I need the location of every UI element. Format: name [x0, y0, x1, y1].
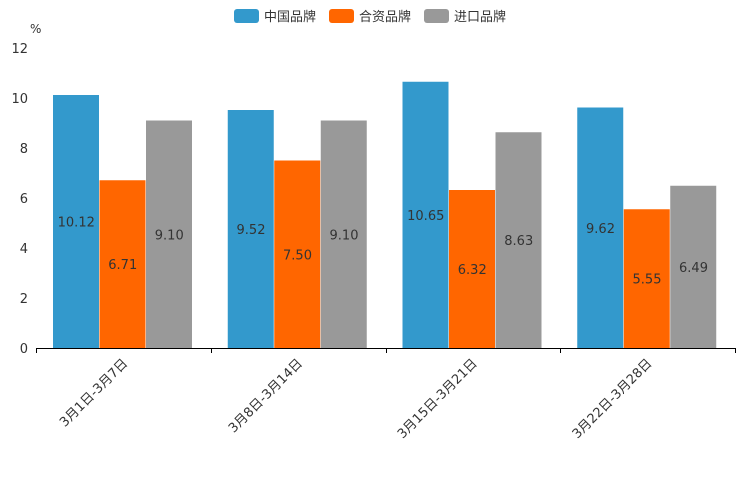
bar	[449, 190, 495, 348]
data-label: 9.10	[330, 228, 359, 243]
x-category-label: 3月15日-3月21日	[395, 356, 481, 442]
bar	[670, 185, 717, 348]
bar	[146, 120, 192, 348]
y-tick-label: 0	[20, 342, 28, 357]
y-axis-unit: %	[30, 22, 41, 36]
legend-swatch[interactable]	[329, 9, 354, 23]
bar	[320, 120, 367, 348]
bar	[53, 95, 99, 348]
bar	[623, 209, 670, 348]
y-tick-label: 10	[11, 92, 28, 107]
bar	[577, 107, 624, 348]
legend-swatch[interactable]	[424, 9, 449, 23]
data-label: 8.63	[504, 234, 533, 249]
x-category-label: 3月22日-3月28日	[570, 356, 656, 442]
data-label: 10.12	[58, 216, 95, 231]
data-label: 7.50	[283, 248, 312, 263]
data-label: 9.62	[586, 222, 615, 237]
y-tick-label: 6	[20, 192, 28, 207]
bars: 10.12 9.52 10.65 9.62 6.71 7.50 6.32 5.55 9.10 9.…	[53, 81, 717, 348]
bar	[274, 160, 321, 348]
x-axis: 3月1日-3月7日 3月8日-3月14日 3月15日-3月21日 3月22日-3月28…	[36, 348, 736, 442]
y-tick-label: 4	[20, 242, 28, 257]
legend-label[interactable]: 进口品牌	[454, 9, 506, 25]
bar	[99, 180, 146, 348]
data-label: 6.49	[679, 261, 708, 276]
data-label: 5.55	[633, 273, 662, 288]
y-tick-label: 8	[20, 142, 28, 157]
bar	[402, 81, 449, 348]
y-tick-label: 2	[20, 292, 28, 307]
data-label: 9.52	[237, 223, 266, 238]
bar	[495, 132, 542, 348]
legend: 中国品牌 合资品牌 进口品牌	[234, 9, 506, 25]
legend-swatch[interactable]	[234, 9, 259, 23]
bar	[227, 110, 274, 348]
x-category-label: 3月8日-3月14日	[226, 356, 306, 436]
legend-label[interactable]: 合资品牌	[359, 9, 411, 25]
data-label: 6.71	[108, 258, 137, 273]
y-axis: 0 2 4 6 8 10 12	[11, 42, 28, 357]
data-label: 10.65	[407, 209, 444, 224]
legend-label[interactable]: 中国品牌	[264, 9, 316, 25]
data-label: 6.32	[458, 263, 487, 278]
y-tick-label: 12	[11, 42, 28, 57]
data-label: 9.10	[155, 228, 184, 243]
x-category-label: 3月1日-3月7日	[57, 356, 131, 430]
